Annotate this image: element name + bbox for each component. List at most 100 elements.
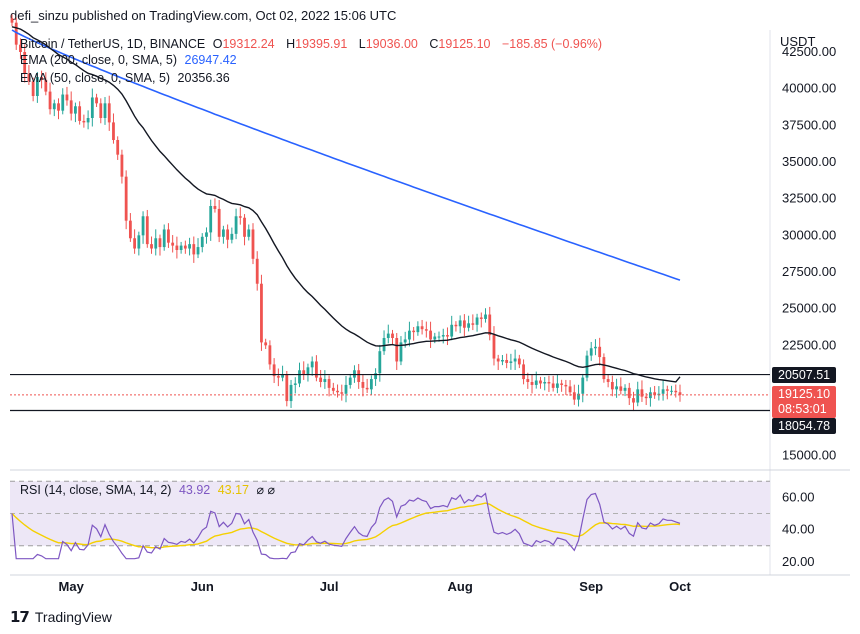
candle-body [61,94,65,111]
candle-body [90,97,94,118]
candle-body [581,377,585,394]
candle-body [86,118,90,123]
resistance-price-tag: 20507.51 [772,367,837,383]
candle-body [357,370,361,382]
candle-body [454,324,458,327]
candle-body [306,367,310,375]
candle-body [509,361,513,363]
candle-body [433,336,437,340]
candle-body [230,233,234,240]
candle-body [412,330,416,333]
time-axis-label: Oct [669,579,691,594]
candle-body [315,361,318,378]
candle-body [555,383,559,388]
candle-body [103,103,107,118]
price-tick-label: 42500.00 [782,44,836,59]
ema200-label: EMA (200, close, 0, SMA, 5) [20,53,178,67]
candle-body [632,398,635,403]
candle-body [23,52,27,74]
low-label: L [358,37,366,51]
candle-body [243,217,246,237]
candle-body [479,317,483,319]
candle-body [19,44,22,52]
candle-body [179,245,183,250]
candle-body [150,244,153,249]
candle-body [378,351,382,374]
time-axis-label: Jun [191,579,214,594]
price-tick-label: 15000.00 [782,447,836,462]
ema50-legend: EMA (50, close, 0, SMA, 5) 20356.36 [20,71,234,85]
candle-body [665,389,669,391]
candle-body [298,370,301,384]
candle-body [319,377,323,382]
candle-body [57,103,60,111]
candle-body [462,320,466,328]
candle-body [420,326,424,330]
candle-body [158,238,162,248]
candle-body [416,326,420,333]
candle-body [344,384,348,394]
candle-body [395,338,399,362]
candle-body [196,247,200,255]
price-tick-label: 22500.00 [782,337,836,352]
candle-body [606,379,610,382]
candle-body [543,382,547,384]
candle-body [429,330,432,340]
candle-body [247,229,251,237]
candle-body [382,338,386,352]
candle-body [27,74,31,82]
candle-body [200,236,204,248]
rsi-legend: RSI (14, close, SMA, 14, 2) 43.92 43.17 … [20,482,279,497]
candle-body [653,392,657,396]
candle-body [661,389,665,394]
candle-body [623,387,627,391]
close-value: 19125.10 [438,37,491,51]
candle-body [289,384,293,402]
ema200-value: 26947.42 [184,53,237,67]
candle-body [52,103,56,110]
candle-body [107,103,111,123]
candle-body [564,384,568,387]
open-label: O [212,37,223,51]
candle-body [124,176,128,221]
rsi-settings-icons[interactable]: ⌀ ⌀ [256,483,275,497]
price-tick-label: 25000.00 [782,301,836,316]
ema50-value: 20356.36 [177,71,230,85]
candle-body [505,360,509,363]
candle-body [35,76,39,96]
last-price-value: 19125.10 [778,387,831,401]
candle-body [183,245,187,249]
candle-body [213,206,217,209]
candle-body [255,258,259,284]
candle-body [336,390,339,393]
open-value: 19312.24 [222,37,275,51]
time-axis-labels: May Jun Jul Aug Sep Oct [59,579,692,594]
candle-body [615,386,618,390]
candle-body [78,106,82,121]
candle-body [450,324,454,337]
candle-body [539,380,542,384]
candle-body [276,376,280,378]
low-value: 19036.00 [365,37,418,51]
candle-body [268,345,272,365]
price-tick-label: 35000.00 [782,154,836,169]
ema200-line [11,29,681,281]
candle-body [619,386,623,391]
tradingview-footer[interactable]: 𝟭𝟳 TradingView [10,608,112,626]
high-value: 19395.91 [295,37,348,51]
candle-body [678,392,682,395]
candle-body [610,382,614,390]
time-axis-label: Sep [579,579,603,594]
candle-body [154,238,158,249]
candle-body [547,382,551,384]
price-axis-ticks: 42500.00 40000.00 37500.00 35000.00 32500.00… [782,44,836,462]
candle-body [374,373,377,380]
candle-body [492,335,496,359]
candle-body [260,283,263,343]
candle-body [437,336,441,338]
time-axis-label: Jul [320,579,339,594]
price-tick-label: 30000.00 [782,227,836,242]
candle-body [65,94,69,101]
candle-body [209,206,213,233]
